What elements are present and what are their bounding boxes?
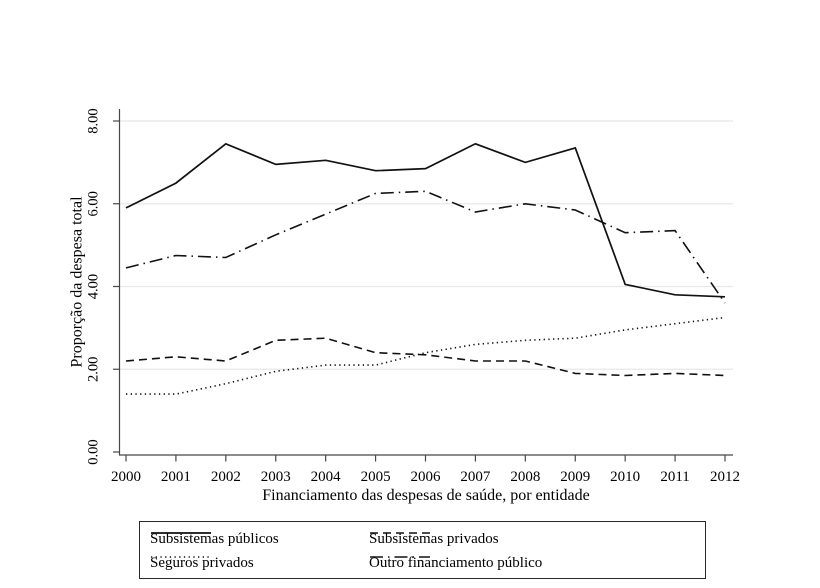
legend-item-subsistemas-publicos: Subsistemas públicos [150,529,279,549]
x-tick-label-2007: 2007 [460,469,491,485]
x-axis-title: Financiamento das despesas de saúde, por… [262,487,589,504]
x-tick-label-2002: 2002 [211,469,241,485]
series-line-subsistemas-privados [125,337,726,377]
x-tick-label-2003: 2003 [261,469,291,485]
x-tick-label-2006: 2006 [411,469,442,485]
chart-legend: Subsistemas públicos Subsistemas privados… [139,521,706,579]
y-tick-label-8: 8.00 [85,108,101,133]
legend-item-subsistemas-privados: Subsistemas privados [369,529,499,549]
legend-sample-dashed-line [370,532,430,534]
x-tick-label-2009: 2009 [560,469,590,485]
x-tick-label-2010: 2010 [610,469,640,485]
legend-sample-dotted-line [151,556,211,558]
legend-item-seguros-privados: Seguros privados [150,553,254,573]
x-tick-label-2012: 2012 [710,469,740,485]
series-line-outro-financiamento-publico [125,190,726,304]
legend-label-outro-financiamento-publico: Outro financiamento público [369,555,543,571]
x-tick-label-2001: 2001 [161,469,191,485]
legend-label-seguros-privados: Seguros privados [150,555,254,571]
x-tick-label-2005: 2005 [361,469,391,485]
x-tick-label-2004: 2004 [311,469,342,485]
legend-item-outro-financiamento-publico: Outro financiamento público [369,553,542,573]
x-tick-label-2008: 2008 [510,469,540,485]
legend-label-subsistemas-privados: Subsistemas privados [369,531,499,547]
y-tick-label-4: 4.00 [85,274,101,299]
series-line-seguros-privados [126,316,726,395]
y-axis-title: Proporção da despesa total [69,196,86,368]
y-tick-label-2: 2.00 [85,357,101,382]
x-tick-label-2011: 2011 [660,469,689,485]
y-tick-label-6: 6.00 [85,191,101,216]
x-tick-label-2000: 2000 [111,469,141,485]
series-line-subsistemas-publicos [125,142,726,298]
legend-sample-dashdot-line [370,556,430,558]
legend-label-subsistemas-publicos: Subsistemas públicos [150,531,279,547]
y-tick-label-0: 0.00 [85,439,101,464]
legend-sample-solid-line [151,532,211,534]
